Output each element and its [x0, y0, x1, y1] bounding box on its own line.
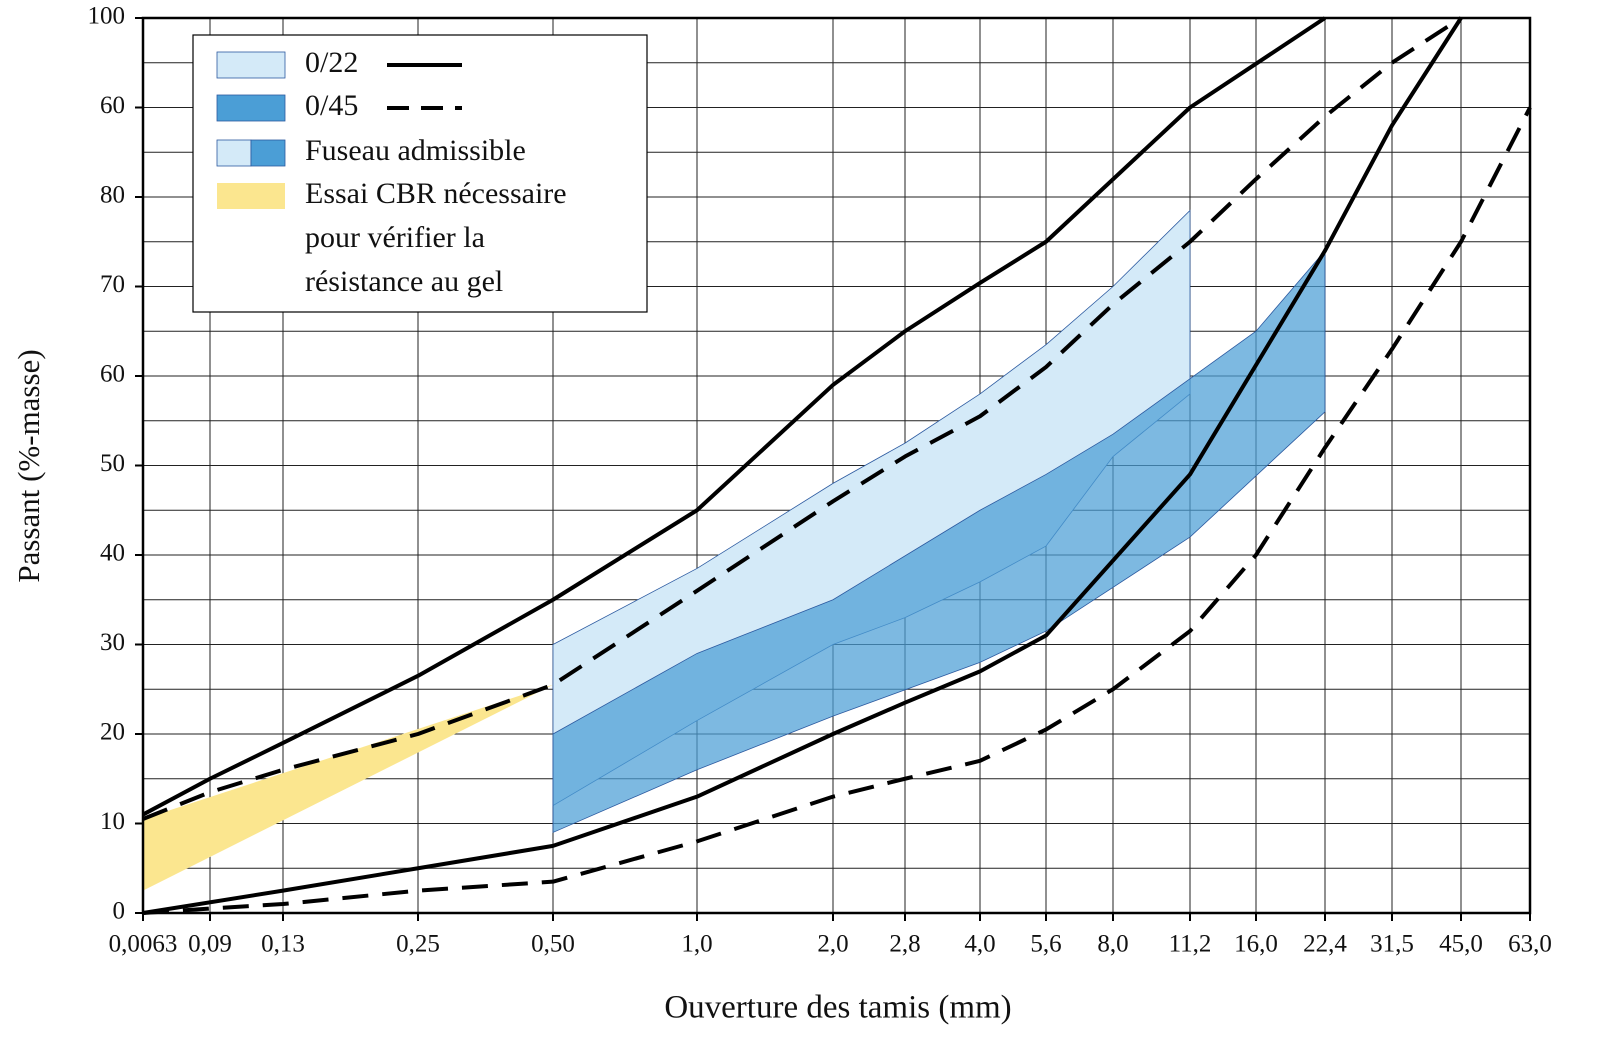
legend-label: Fuseau admissible	[305, 134, 526, 167]
y-tick-label: 70	[100, 271, 125, 298]
legend-label: Essai CBR nécessaire	[305, 177, 567, 210]
axes: 0 10 20 30 40 50 60 70 80 60 100 0,0063 0,09 0,13 0,25…	[88, 3, 1552, 958]
y-tick-label: 80	[100, 182, 125, 209]
grading-line	[142, 106, 1532, 915]
x-tick-label: 22,4	[1303, 931, 1347, 958]
legend: 0/22 0/45 Fuseau admissible Essai CBR néces…	[192, 34, 648, 313]
y-tick-label: 60	[100, 361, 125, 388]
y-tick-label: 50	[100, 450, 125, 477]
y-axis-title: Passant (%-masse)	[11, 349, 46, 582]
legend-label: 0/22	[305, 46, 358, 79]
legend-box	[192, 34, 648, 313]
x-tick-label: 63,0	[1508, 931, 1552, 958]
grading-line	[142, 16, 1327, 817]
x-tick-label: 0,09	[188, 931, 232, 958]
lines	[142, 16, 1532, 915]
band	[143, 684, 553, 891]
legend-swatch	[217, 183, 285, 209]
legend-swatch	[250, 139, 286, 167]
y-tick-label: 20	[100, 719, 125, 746]
x-tick-label: 0,13	[261, 931, 305, 958]
bands	[143, 209, 1326, 891]
x-tick-label: 0,0063	[109, 931, 178, 958]
y-tick-label: 0	[113, 898, 126, 925]
legend-label: 0/45	[305, 89, 358, 122]
legend-swatch	[216, 94, 286, 122]
y-tick-label: 10	[100, 808, 125, 835]
legend-swatch	[216, 139, 252, 167]
x-tick-label: 5,6	[1030, 931, 1061, 958]
x-tick-label: 45,0	[1439, 931, 1483, 958]
x-tick-label: 8,0	[1097, 931, 1128, 958]
y-tick-label: 40	[100, 540, 125, 567]
x-tick-label: 2,8	[889, 931, 920, 958]
legend-label: pour vérifier la	[305, 221, 485, 254]
grading-line	[142, 16, 1463, 821]
x-tick-label: 31,5	[1370, 931, 1414, 958]
legend-label: résistance au gel	[305, 265, 503, 298]
x-tick-label: 0,25	[396, 931, 440, 958]
y-tick-label: 100	[88, 3, 126, 30]
x-tick-label: 0,50	[531, 931, 575, 958]
y-tick-label: 60	[100, 92, 125, 119]
y-tick-label: 30	[100, 629, 125, 656]
x-tick-label: 16,0	[1234, 931, 1278, 958]
x-axis-title: Ouverture des tamis (mm)	[664, 990, 1011, 1026]
legend-swatch	[216, 51, 286, 79]
x-tick-label: 1,0	[681, 931, 712, 958]
grading-line	[142, 16, 1463, 915]
x-tick-label: 11,2	[1169, 931, 1212, 958]
band	[552, 249, 1326, 834]
x-tick-label: 2,0	[817, 931, 848, 958]
x-tick-label: 4,0	[964, 931, 995, 958]
